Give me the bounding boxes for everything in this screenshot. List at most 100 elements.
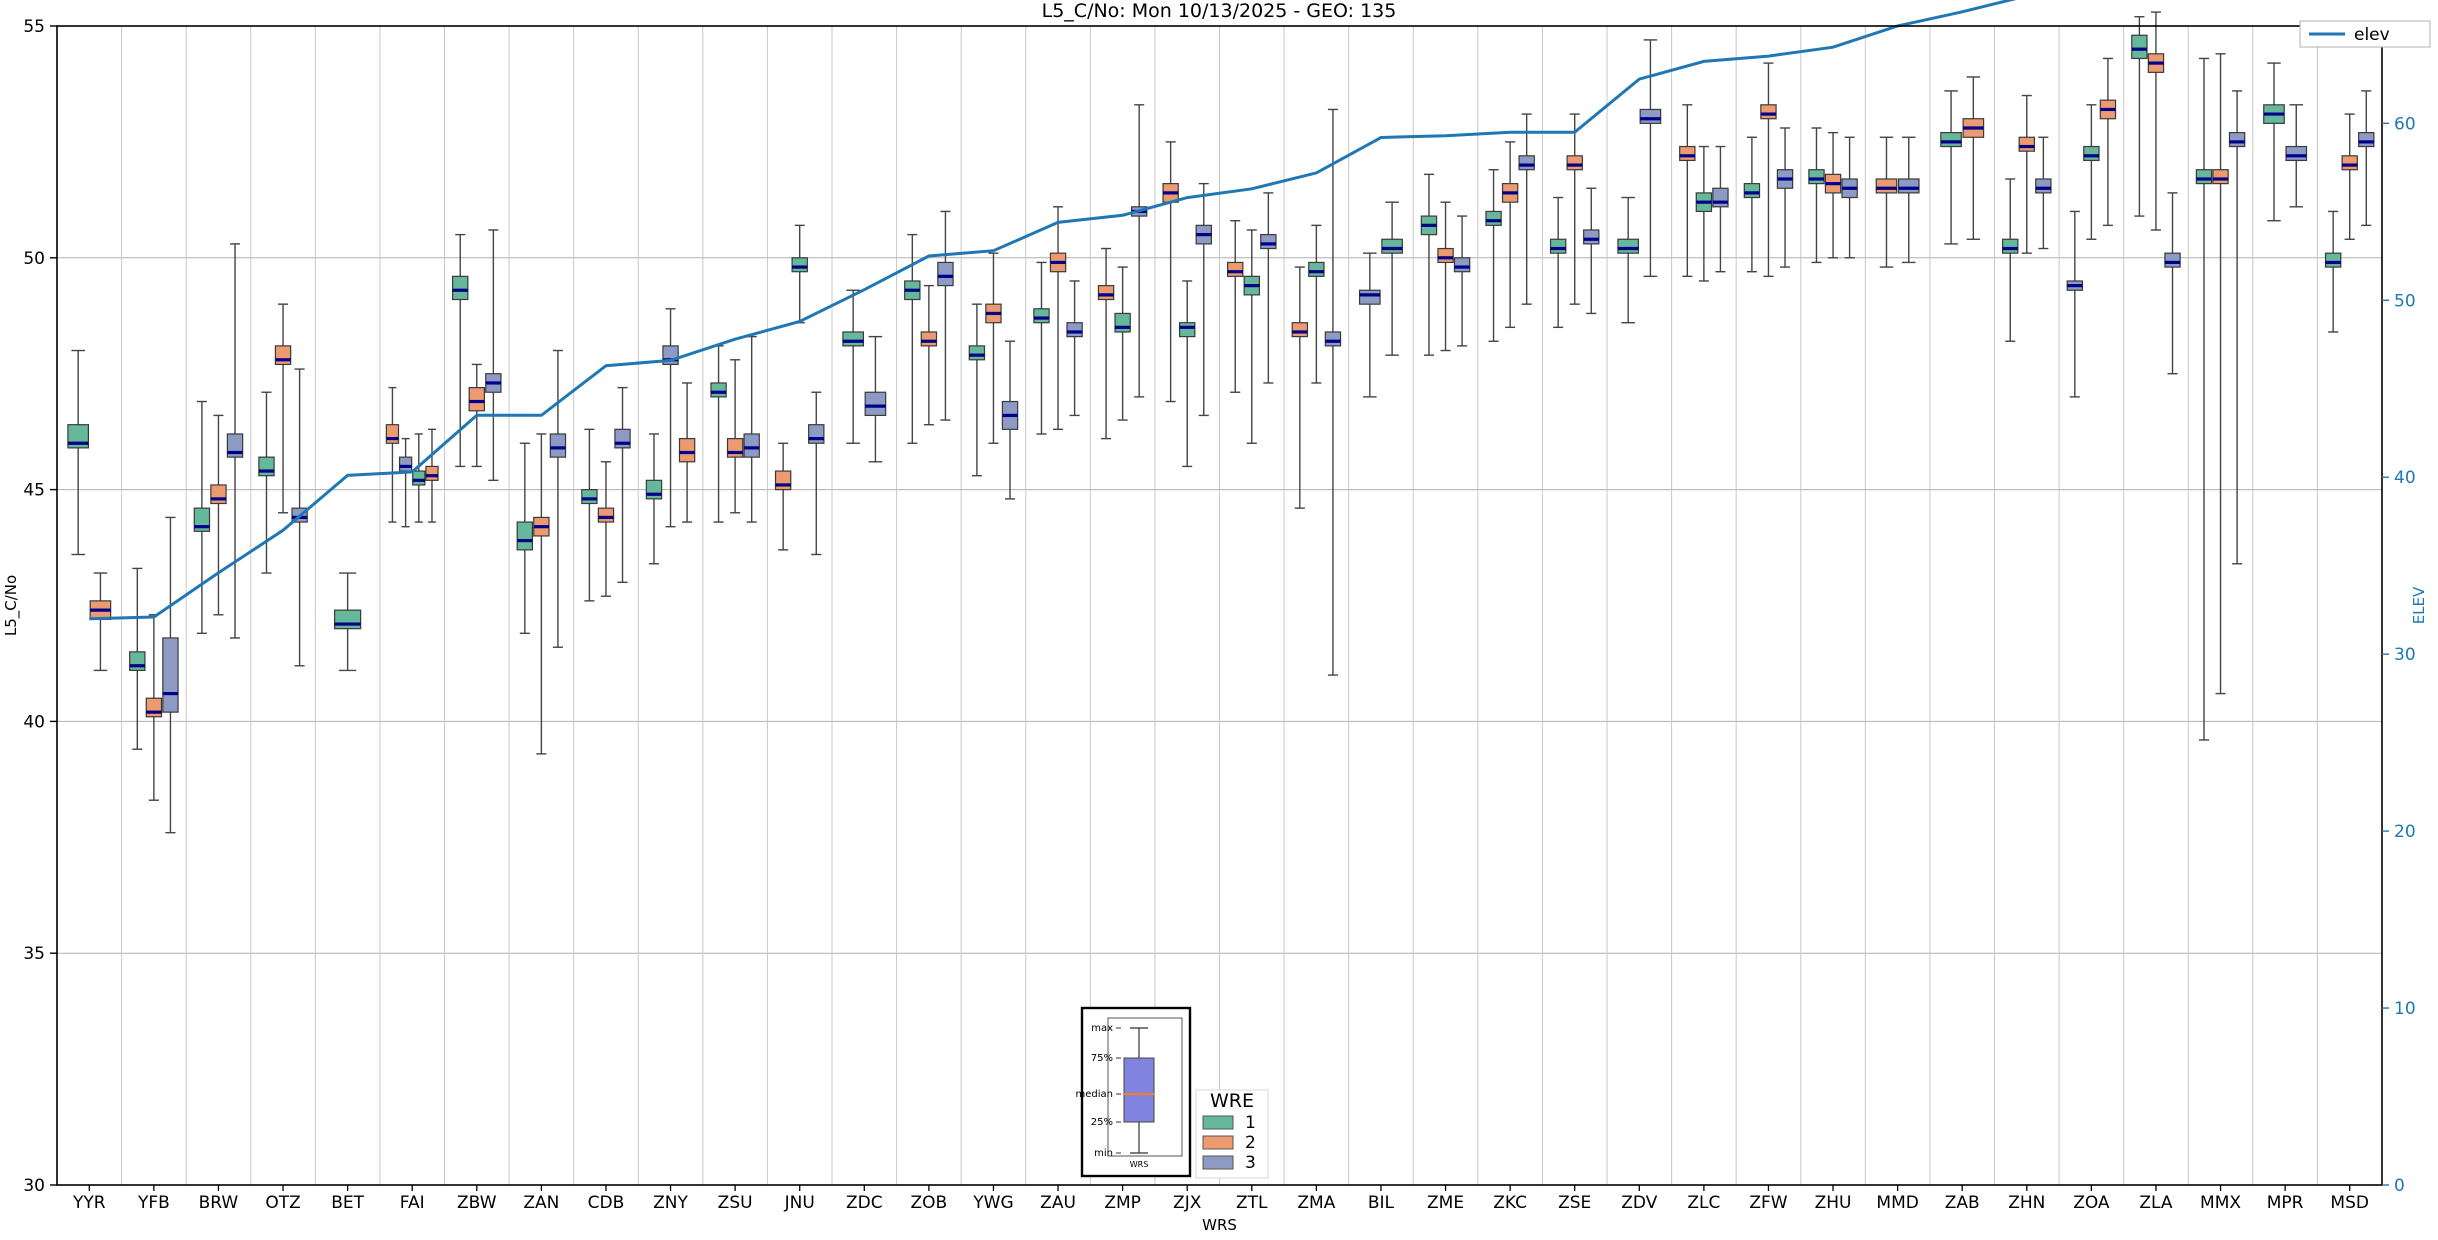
y-tick-label-right: 20	[2394, 822, 2416, 842]
boxplot-ZBW-wre3	[485, 229, 502, 482]
boxplot-MMD-wre2	[1875, 136, 1898, 268]
box-rect	[1097, 285, 1115, 301]
boxplot-ZAU-wre1	[1033, 261, 1050, 435]
elev-line	[89, 0, 2017, 621]
legend-wre-swatch-3[interactable]	[1202, 1155, 1234, 1170]
x-tick-label-ZOA: ZOA	[2073, 1193, 2110, 1213]
x-tick-label-ZLA: ZLA	[2139, 1193, 2173, 1213]
boxplot-ZMP-wre1	[1114, 266, 1131, 421]
box-rect	[791, 257, 808, 273]
chart-title: L5_C/No: Mon 10/13/2025 - GEO: 135	[1042, 0, 1397, 22]
boxplot-MMX-wre1	[2195, 57, 2213, 741]
boxplot-ZKC-wre1	[1485, 169, 1502, 342]
boxplot-ZOB-wre1	[904, 233, 921, 444]
boxplot-ZOA-wre1	[2083, 104, 2100, 240]
x-tick-label-MMX: MMX	[2200, 1193, 2241, 1213]
axes-frame	[56, 25, 2383, 1186]
box-rect	[1291, 322, 1309, 338]
box-rect	[726, 438, 744, 458]
boxplot-MSD-wre2	[2341, 113, 2358, 240]
legend-wre-swatch-1[interactable]	[1202, 1115, 1234, 1130]
y-tick-label-left: 30	[23, 1176, 45, 1196]
boxplot-ZSU-wre1	[710, 345, 727, 523]
box-rect	[1066, 322, 1083, 338]
x-tick-label-MPR: MPR	[2267, 1193, 2304, 1213]
x-tick-label-BRW: BRW	[199, 1193, 239, 1213]
boxplot-OTZ-wre2	[274, 303, 292, 514]
box-rect	[1453, 257, 1471, 273]
boxplot-ZTL-wre2	[1227, 220, 1244, 393]
box-rect	[774, 470, 792, 491]
boxplot-ZDV-wre1	[1617, 196, 1640, 324]
boxplot-ZKC-wre3	[1518, 113, 1535, 305]
y-tick-label-left: 55	[23, 17, 45, 37]
boxplot-ZAN-wre2	[533, 433, 550, 755]
boxplot-MMD-wre3	[1897, 136, 1920, 264]
boxplot-ZMA-wre1	[1308, 224, 1325, 384]
boxplot-ZFW-wre1	[1743, 136, 1761, 273]
y-tick-label-right: 30	[2394, 645, 2416, 665]
boxplot-ZJX-wre3	[1195, 182, 1212, 417]
boxplot-BET-wre1	[334, 572, 362, 672]
boxplot-YWG-wre1	[968, 303, 986, 477]
boxplot-ZAB-wre1	[1940, 90, 1962, 245]
boxplot-BRW-wre1	[193, 400, 211, 635]
inset-label-max: max	[1091, 1023, 1113, 1034]
boxplot-ZFW-wre2	[1760, 62, 1777, 278]
x-axis-label: WRS	[1202, 1216, 1237, 1234]
box-rect	[129, 651, 146, 672]
box-rect	[1227, 261, 1244, 277]
box-rect	[1308, 261, 1325, 277]
inset-label-min: min	[1094, 1148, 1113, 1159]
boxplot-YYR-wre2	[89, 572, 112, 672]
y-tick-label-left: 35	[23, 944, 45, 964]
boxplot-ZOB-wre2	[920, 284, 938, 426]
box-rect	[1617, 238, 1640, 254]
boxplot-YYR-wre1	[67, 349, 90, 556]
boxplot-BIL-wre3	[1358, 252, 1381, 398]
box-rect	[920, 331, 938, 347]
x-tick-label-MMD: MMD	[1876, 1193, 1918, 1213]
boxplot-ZHU-wre2	[1824, 131, 1842, 259]
box-rect	[1566, 155, 1583, 171]
box-rect	[678, 438, 696, 463]
x-tick-label-ZME: ZME	[1427, 1193, 1464, 1213]
boxplot-JNU-wre3	[808, 391, 825, 556]
box-rect	[614, 428, 631, 449]
box-rect	[581, 489, 598, 505]
boxplot-ZTL-wre1	[1243, 229, 1261, 444]
boxplot-ZLA-wre1	[2131, 16, 2148, 217]
boxplot-ZOB-wre3	[937, 210, 954, 421]
y-tick-label-left: 45	[23, 481, 45, 501]
box-rect	[597, 507, 615, 523]
box-rect	[808, 424, 825, 444]
x-tick-label-JNU: JNU	[784, 1193, 815, 1213]
y-tick-label-right: 10	[2394, 999, 2416, 1019]
box-rect	[145, 697, 163, 718]
boxplot-ZHU-wre3	[1841, 136, 1858, 259]
box-rect	[2358, 132, 2375, 148]
boxplot-MPR-wre3	[2285, 104, 2308, 208]
legend-wre-swatch-2[interactable]	[1202, 1135, 1234, 1150]
box-rect	[2164, 252, 2181, 268]
x-tick-label-ZFW: ZFW	[1749, 1193, 1787, 1213]
boxplot-FAI-wre1	[412, 433, 426, 523]
boxplot-MMX-wre2	[2212, 53, 2229, 695]
boxplot-FAI-wre3	[398, 437, 413, 528]
box-rect	[2002, 238, 2019, 254]
boxplot-ZJX-wre2	[1162, 141, 1179, 403]
box-rect	[1114, 312, 1131, 333]
box-rect	[2131, 34, 2148, 60]
box-rect	[743, 433, 760, 458]
x-tick-label-ZHU: ZHU	[1815, 1193, 1852, 1213]
box-rect	[1437, 247, 1454, 264]
legend-wre-title: WRE	[1210, 1090, 1254, 1112]
boxplot-ZOA-wre2	[2099, 57, 2117, 227]
box-rect	[645, 479, 663, 500]
box-rect	[2018, 136, 2036, 152]
y-axis-label-right: ELEV	[2410, 586, 2428, 624]
boxplot-FAI-wre2	[425, 428, 439, 523]
legend-elev[interactable]: elev	[2299, 20, 2431, 48]
